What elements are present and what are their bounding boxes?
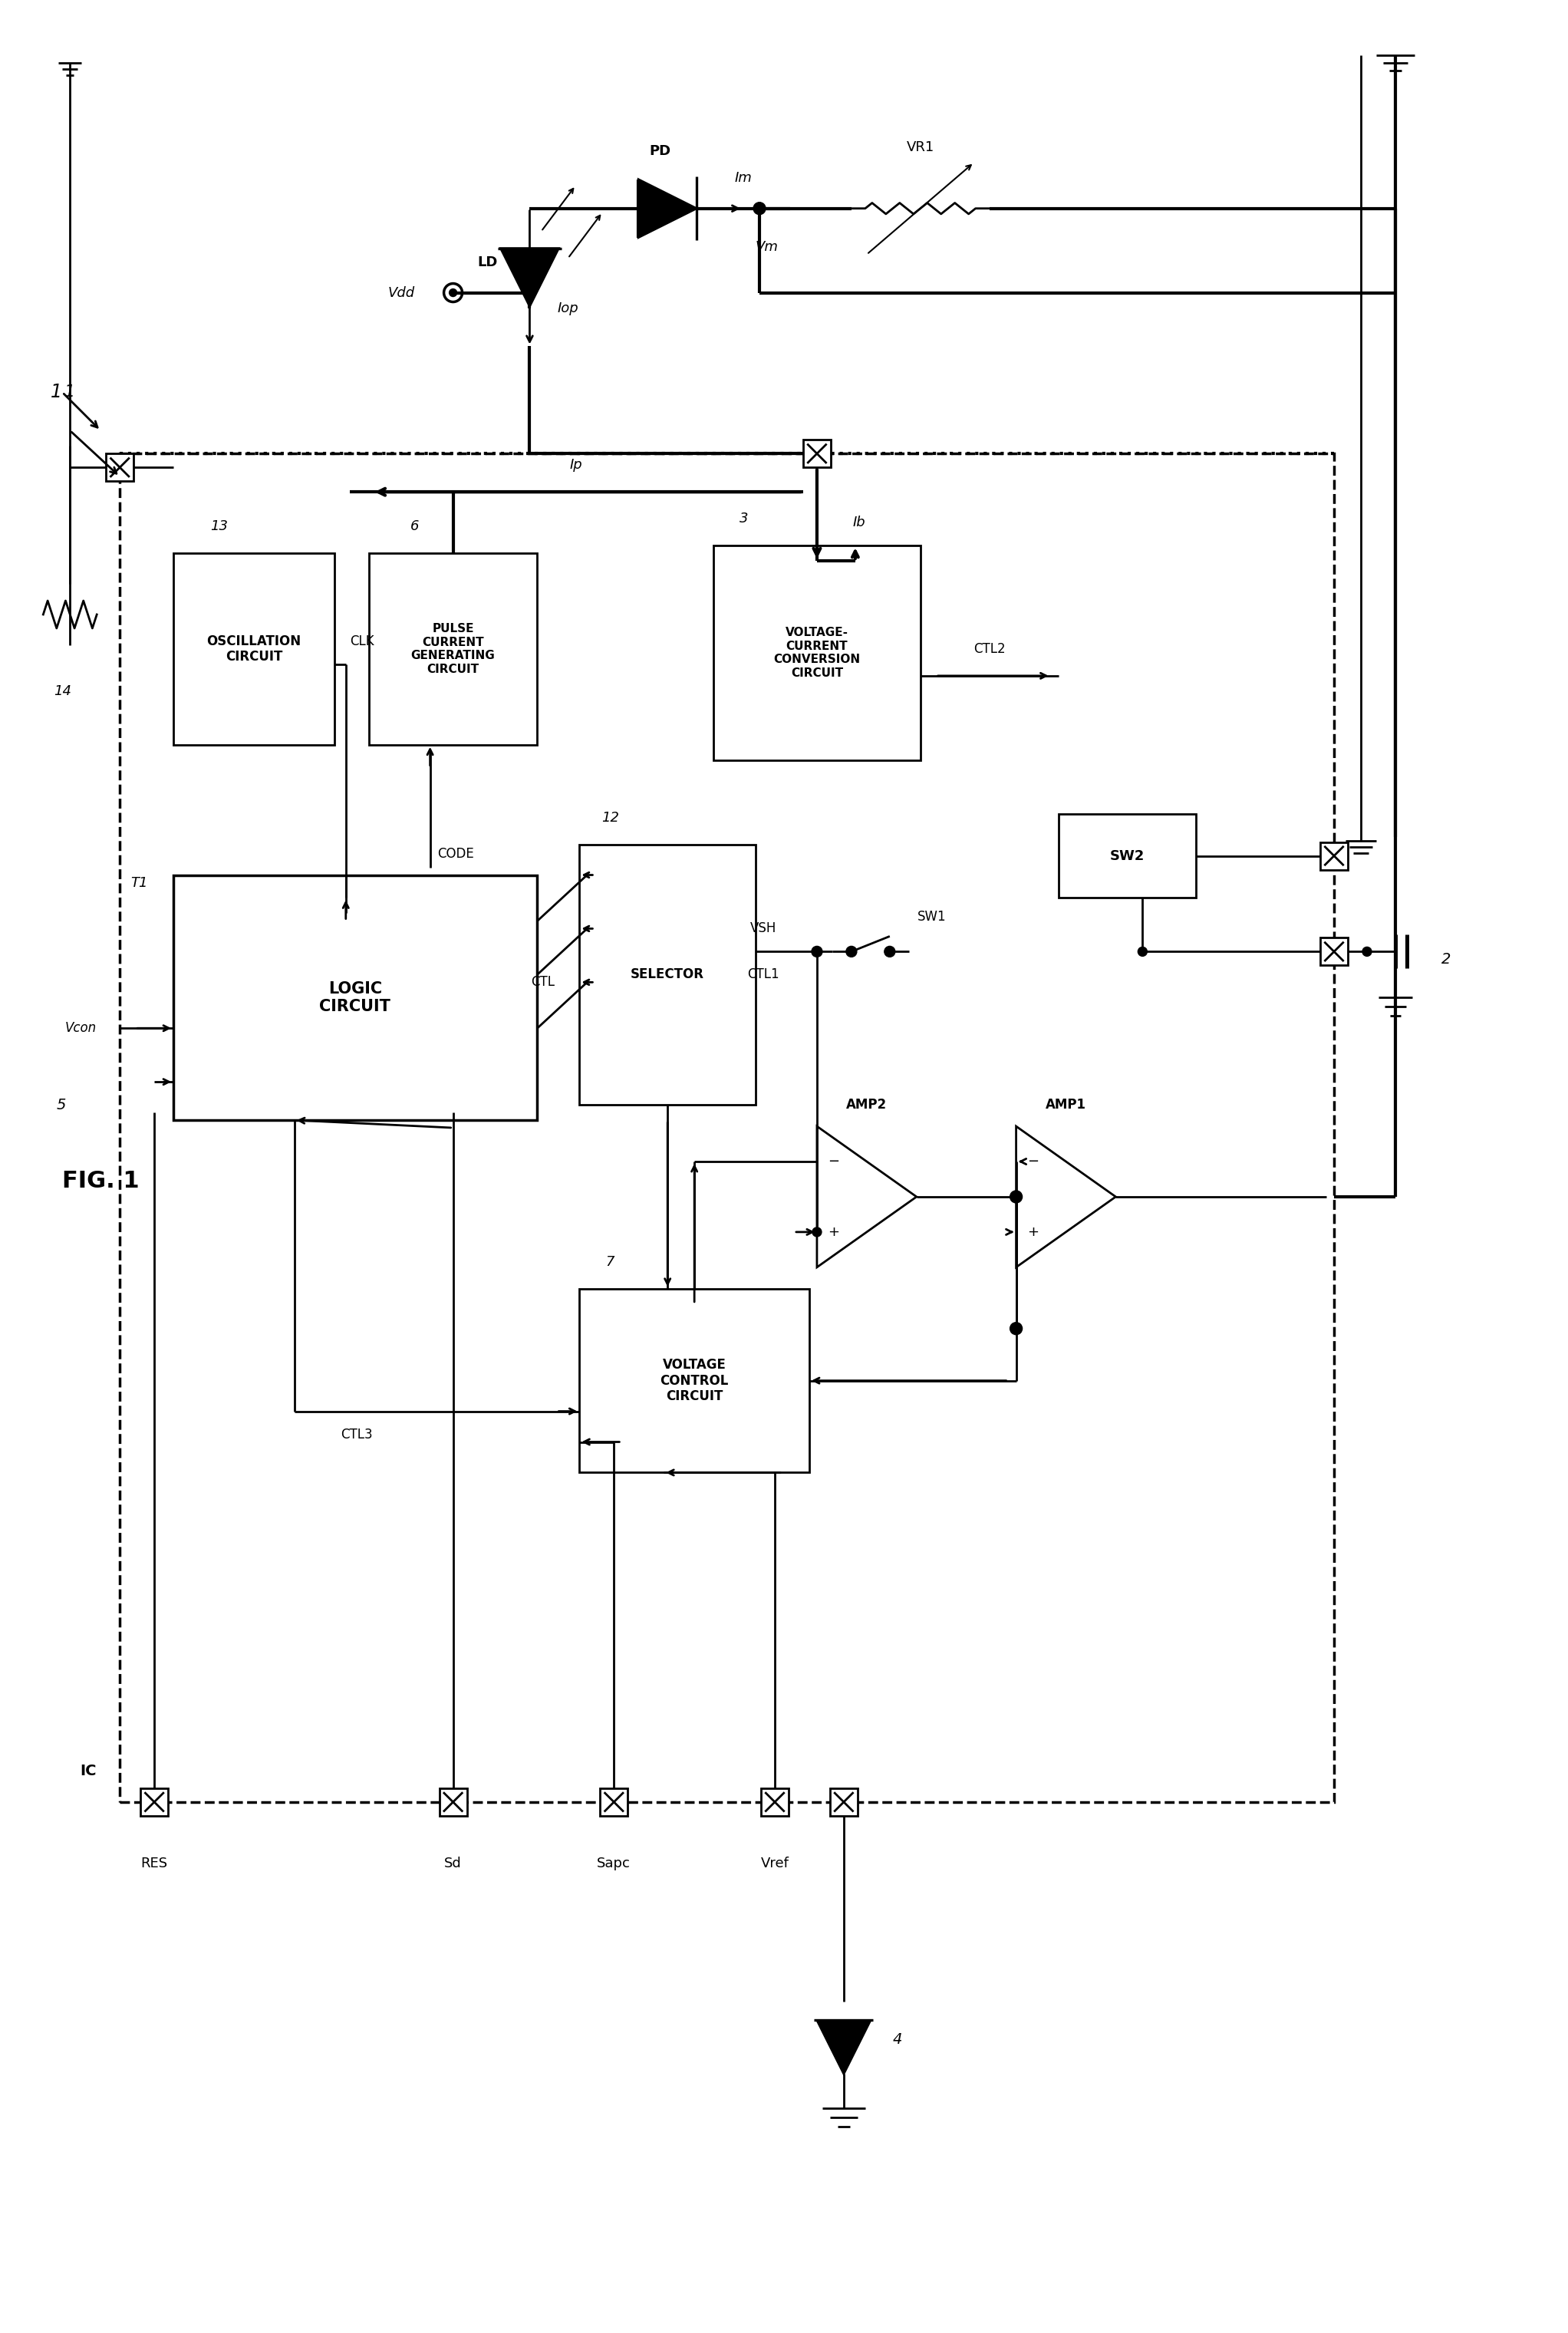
Text: Vm: Vm xyxy=(756,240,779,254)
Circle shape xyxy=(1010,1190,1022,1204)
Bar xyxy=(1058,814,1196,898)
Text: LOGIC
CIRCUIT: LOGIC CIRCUIT xyxy=(320,980,390,1015)
Text: VOLTAGE
CONTROL
CIRCUIT: VOLTAGE CONTROL CIRCUIT xyxy=(660,1358,729,1404)
Text: CLK: CLK xyxy=(350,635,373,649)
Text: 4: 4 xyxy=(892,2032,902,2046)
Bar xyxy=(174,875,538,1120)
Bar xyxy=(601,1787,627,1815)
Text: CTL2: CTL2 xyxy=(974,642,1005,656)
Bar xyxy=(1320,938,1348,966)
Circle shape xyxy=(847,947,856,957)
Text: 14: 14 xyxy=(53,684,71,698)
Text: +: + xyxy=(828,1225,839,1239)
Text: AMP2: AMP2 xyxy=(847,1099,887,1113)
Text: OSCILLATION
CIRCUIT: OSCILLATION CIRCUIT xyxy=(207,635,301,665)
Text: Sd: Sd xyxy=(444,1857,463,1871)
Bar xyxy=(1320,842,1348,870)
Text: −: − xyxy=(1027,1155,1038,1169)
Text: Vdd: Vdd xyxy=(387,287,416,299)
Text: 5: 5 xyxy=(56,1097,66,1113)
Text: CTL3: CTL3 xyxy=(340,1428,372,1442)
Text: PD: PD xyxy=(649,145,671,159)
Text: Ip: Ip xyxy=(569,457,582,471)
Circle shape xyxy=(812,1227,822,1236)
Text: SW2: SW2 xyxy=(1110,849,1145,863)
Bar xyxy=(580,845,756,1106)
Bar xyxy=(580,1288,809,1472)
Polygon shape xyxy=(638,180,696,238)
Text: 6: 6 xyxy=(411,520,419,534)
Text: CODE: CODE xyxy=(437,847,475,861)
Text: IC: IC xyxy=(80,1764,97,1778)
Text: 12: 12 xyxy=(601,810,619,824)
Bar xyxy=(713,546,920,761)
Circle shape xyxy=(448,289,456,296)
Text: Im: Im xyxy=(735,170,753,184)
Text: 3: 3 xyxy=(740,511,748,525)
Text: RES: RES xyxy=(141,1857,168,1871)
Text: LD: LD xyxy=(477,254,497,268)
Text: SELECTOR: SELECTOR xyxy=(630,968,704,982)
Polygon shape xyxy=(500,247,558,306)
Circle shape xyxy=(884,947,895,957)
Bar xyxy=(760,1787,789,1815)
Text: AMP1: AMP1 xyxy=(1046,1099,1087,1113)
Bar xyxy=(803,441,831,467)
Text: 2: 2 xyxy=(1441,952,1450,966)
Text: CTL1: CTL1 xyxy=(748,968,779,982)
Circle shape xyxy=(1010,1323,1022,1334)
Text: −: − xyxy=(828,1155,839,1169)
Text: VSH: VSH xyxy=(750,922,776,936)
Text: VR1: VR1 xyxy=(906,140,935,154)
Text: SW1: SW1 xyxy=(917,910,946,924)
Text: Sapc: Sapc xyxy=(597,1857,630,1871)
Text: 1: 1 xyxy=(50,383,63,401)
Circle shape xyxy=(1138,947,1148,957)
Text: PULSE
CURRENT
GENERATING
CIRCUIT: PULSE CURRENT GENERATING CIRCUIT xyxy=(411,623,495,674)
Text: Ib: Ib xyxy=(853,516,866,530)
Text: VOLTAGE-
CURRENT
CONVERSION
CIRCUIT: VOLTAGE- CURRENT CONVERSION CIRCUIT xyxy=(773,628,861,679)
Bar xyxy=(107,453,133,481)
Bar xyxy=(829,1787,858,1815)
Text: Iop: Iop xyxy=(557,301,579,315)
Bar xyxy=(439,1787,467,1815)
Circle shape xyxy=(1363,947,1372,957)
Text: T1: T1 xyxy=(130,875,147,889)
Text: 7: 7 xyxy=(605,1255,615,1269)
Text: 13: 13 xyxy=(210,520,229,534)
Text: FIG. 1: FIG. 1 xyxy=(63,1171,140,1192)
Circle shape xyxy=(753,203,765,215)
Bar xyxy=(141,1787,168,1815)
Text: Vcon: Vcon xyxy=(66,1022,97,1036)
Circle shape xyxy=(812,947,822,957)
Text: +: + xyxy=(1027,1225,1038,1239)
Text: Vref: Vref xyxy=(760,1857,789,1871)
Text: CTL: CTL xyxy=(532,975,555,989)
Bar xyxy=(368,553,538,744)
Bar xyxy=(119,453,1334,1801)
Bar xyxy=(174,553,334,744)
Text: 1: 1 xyxy=(64,385,75,399)
Polygon shape xyxy=(817,2020,870,2074)
